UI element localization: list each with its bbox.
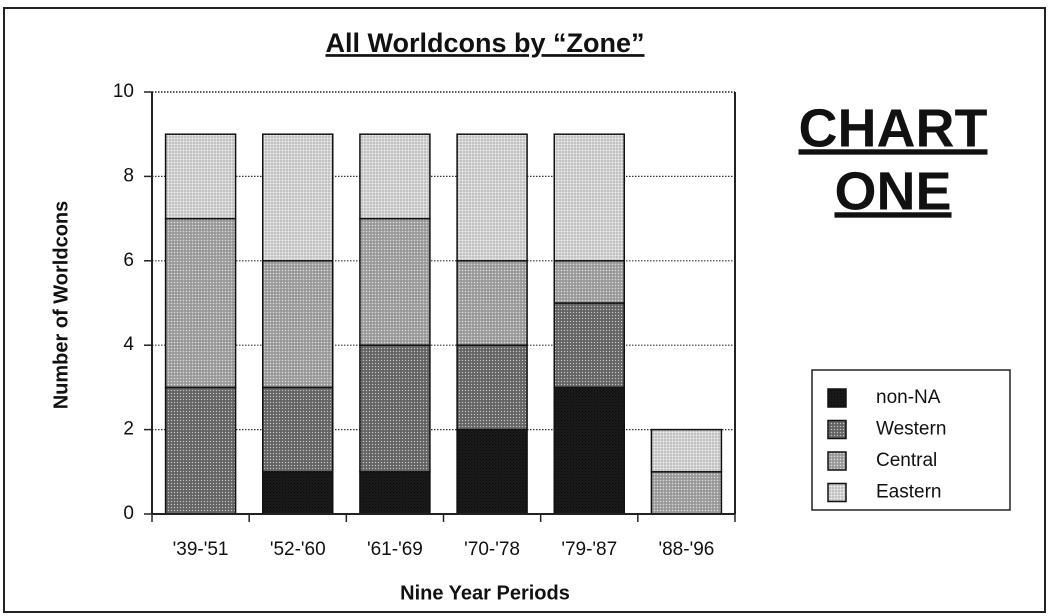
y-tick-label: 10 [113,81,134,102]
bar-segment [262,133,334,262]
legend-label: Eastern [876,482,941,503]
bar-segment [262,386,334,473]
bar-segment [164,386,237,515]
y-tick-label: 0 [123,503,134,524]
bar-segment [456,344,528,431]
chart-title: All Worldcons by “Zone” [325,28,644,58]
bar-segment [359,344,431,473]
legend-swatch [827,451,847,471]
bar-segment [456,260,528,346]
x-tick-label: '88-'96 [658,539,714,560]
bar-segment [553,133,625,262]
y-tick-label: 4 [123,334,134,355]
bar-segment [359,471,431,515]
bar-segment [650,471,723,515]
bar-segment [456,133,528,262]
bar-segment [553,260,625,304]
bar-segment [650,428,723,473]
y-tick-label: 8 [123,165,134,186]
x-tick-label: '52-'60 [270,539,326,560]
bar-segment [553,386,625,515]
bar-segment [359,217,431,346]
legend-label: Central [876,450,937,471]
x-tick-label: '70-'78 [464,539,520,560]
annotation: ONE [834,161,951,221]
frame [3,7,1046,613]
bar-segment [359,133,431,220]
y-tick-label: 2 [123,419,134,440]
x-axis-label: Nine Year Periods [400,582,570,604]
legend-label: non-NA [876,387,941,408]
bar-segment [262,471,334,515]
bar-segment [262,260,334,389]
legend-label: Western [876,419,946,440]
y-axis-label: Number of Worldcons [50,201,72,410]
bar-segment [553,302,625,389]
y-tick-label: 6 [123,250,134,271]
legend-swatch [827,388,847,408]
bar-segment [456,428,528,515]
legend-swatch [827,419,847,440]
x-tick-label: '79-'87 [561,539,617,560]
annotation: CHART [799,98,988,158]
x-tick-label: '61-'69 [367,539,423,560]
bar-segment [164,133,237,220]
legend-swatch [827,482,847,503]
x-tick-label: '39-'51 [173,539,229,560]
bar-segment [164,217,237,389]
